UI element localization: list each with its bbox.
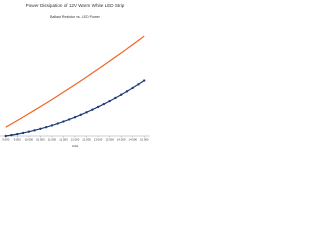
x-tick-label: 13.500 [105, 138, 114, 142]
x-tick-label: 10.000 [25, 138, 34, 142]
point [143, 79, 146, 82]
x-tick-label: 14.000 [117, 138, 126, 142]
point [125, 90, 129, 93]
x-tick-label: 12.000 [71, 138, 80, 142]
point [91, 108, 94, 111]
point [16, 132, 19, 136]
point [79, 113, 82, 117]
x-tick-label: 10.500 [36, 138, 45, 142]
point [39, 127, 42, 131]
x-tick-label: 11.000 [48, 138, 57, 142]
point [108, 99, 111, 103]
point [62, 120, 65, 123]
x-tick-label: 14.500 [128, 138, 137, 142]
x-tick-label: 13.000 [94, 138, 103, 142]
point [33, 129, 36, 132]
point [50, 124, 54, 127]
point [137, 83, 140, 86]
chart: Power Dissipation of 12V Warm White LED … [0, 0, 150, 150]
point [96, 105, 100, 109]
point [56, 122, 59, 125]
chart-subtitle: Ballast Resistor vs. LED Power [50, 15, 101, 19]
point [73, 115, 77, 119]
point [119, 93, 123, 96]
x-axis-label: Volts [72, 144, 79, 148]
x-tick-label: 15.000 [140, 138, 149, 142]
point [114, 96, 117, 100]
x-tick-label: 12.500 [82, 138, 91, 142]
point [85, 111, 88, 114]
x-tick-label: 11.500 [59, 138, 68, 142]
point [102, 102, 106, 106]
chart-title: Power Dissipation of 12V Warm White LED … [26, 3, 125, 8]
x-tick-label: 9.500 [14, 138, 21, 142]
x-tick-label: 9.000 [2, 138, 9, 142]
point [131, 86, 134, 90]
point [21, 131, 25, 135]
point [68, 118, 71, 121]
point [10, 133, 13, 137]
point [44, 125, 48, 129]
series-line [5, 35, 145, 128]
point [4, 134, 7, 138]
point [27, 130, 31, 133]
background [0, 0, 150, 150]
